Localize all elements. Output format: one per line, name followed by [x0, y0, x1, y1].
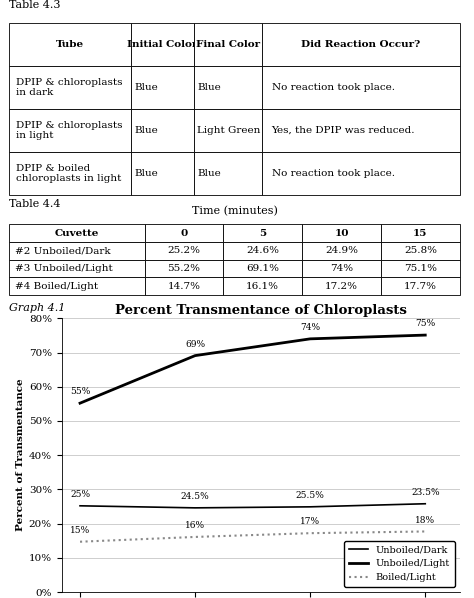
Text: 69%: 69%: [185, 340, 205, 349]
Text: 18%: 18%: [415, 515, 435, 524]
Y-axis label: Percent of Transmentance: Percent of Transmentance: [16, 379, 25, 532]
Text: Table 4.3: Table 4.3: [9, 0, 61, 10]
Title: Percent Transmentance of Chloroplasts: Percent Transmentance of Chloroplasts: [115, 304, 407, 317]
Text: 55%: 55%: [70, 388, 90, 396]
Text: Graph 4.1: Graph 4.1: [9, 303, 66, 313]
Legend: Unboiled/Dark, Unboiled/Light, Boiled/Light: Unboiled/Dark, Unboiled/Light, Boiled/Li…: [344, 541, 455, 587]
Text: 25%: 25%: [70, 490, 90, 499]
Text: 74%: 74%: [300, 323, 320, 332]
Text: 17%: 17%: [300, 517, 320, 526]
Text: 25.5%: 25.5%: [296, 491, 325, 500]
Text: 75%: 75%: [415, 319, 436, 328]
Text: Time (minutes): Time (minutes): [191, 206, 278, 216]
Text: 24.5%: 24.5%: [181, 492, 210, 501]
Text: Table 4.4: Table 4.4: [9, 199, 61, 209]
Text: 15%: 15%: [70, 526, 90, 535]
Text: 23.5%: 23.5%: [411, 488, 439, 497]
Text: 16%: 16%: [185, 521, 205, 530]
